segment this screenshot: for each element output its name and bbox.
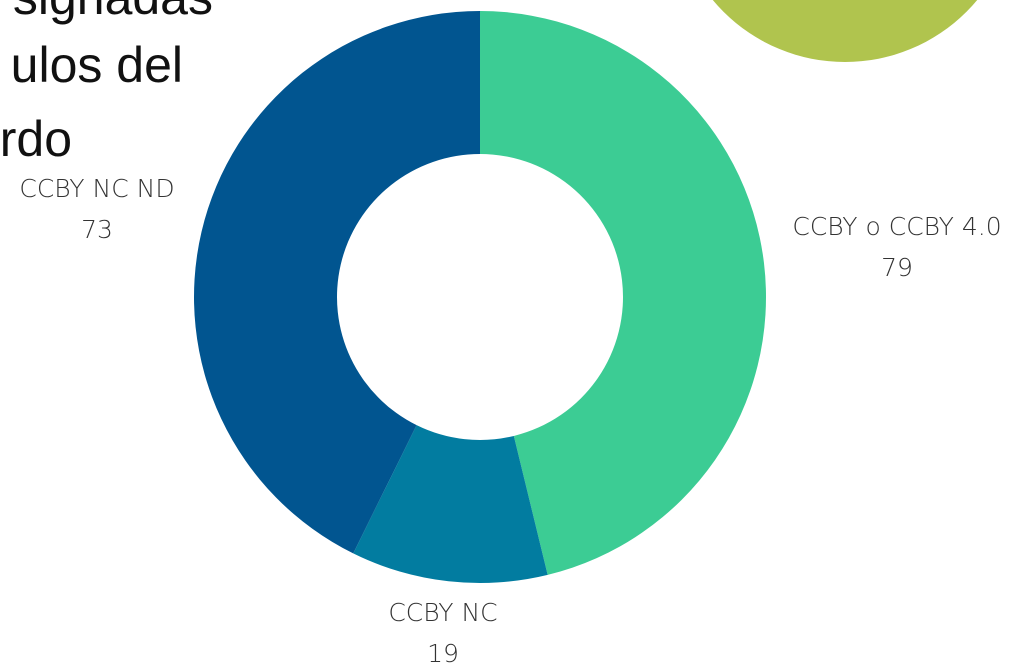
- title-line: rdo: [0, 111, 72, 167]
- decoration-circle: [712, 0, 978, 62]
- slice-label: CCBY NC ND: [19, 174, 174, 203]
- donut-slice: [194, 11, 481, 554]
- donut: [194, 11, 766, 583]
- value-label: 19: [427, 639, 459, 665]
- slice-label: CCBY NC: [388, 598, 497, 627]
- donut-slice: [480, 11, 766, 575]
- value-label: 73: [81, 215, 113, 244]
- value-label: 79: [881, 253, 913, 282]
- title-line: ulos del: [11, 37, 183, 93]
- title-line: signadas: [13, 0, 213, 25]
- slice-label: CCBY o CCBY 4.0: [792, 212, 1001, 241]
- donut-slice: [353, 425, 548, 583]
